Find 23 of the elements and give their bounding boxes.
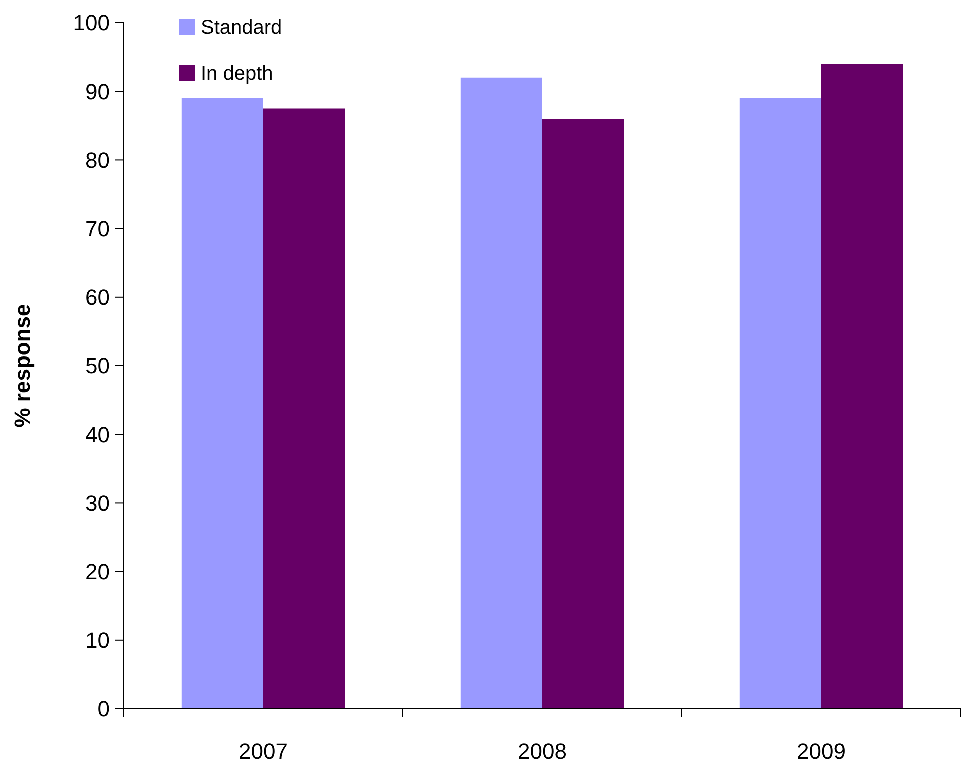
y-tick-label: 80 bbox=[86, 148, 110, 173]
legend-label: In depth bbox=[201, 63, 274, 85]
bar bbox=[460, 78, 542, 709]
y-tick-label: 10 bbox=[86, 628, 110, 654]
y-axis-title: % response bbox=[10, 304, 35, 428]
y-tick-label: 0 bbox=[98, 696, 110, 722]
y-tick-label: 40 bbox=[86, 422, 110, 448]
bar bbox=[740, 98, 822, 709]
legend-label: Standard bbox=[201, 17, 282, 39]
y-tick-label: 100 bbox=[73, 10, 110, 36]
bar bbox=[822, 64, 904, 709]
y-tick-label: 60 bbox=[86, 285, 110, 310]
y-tick-label: 50 bbox=[86, 354, 110, 379]
bar bbox=[182, 98, 264, 709]
bar bbox=[542, 119, 624, 709]
y-tick-label: 30 bbox=[86, 490, 110, 516]
y-tick-label: 90 bbox=[86, 79, 110, 104]
y-tick-label: 70 bbox=[86, 216, 110, 242]
x-tick-label: 2008 bbox=[518, 739, 567, 764]
y-tick-label: 20 bbox=[86, 560, 110, 584]
x-tick-label: 2009 bbox=[797, 739, 846, 764]
x-tick-label: 2007 bbox=[239, 739, 288, 764]
bar bbox=[264, 108, 346, 709]
